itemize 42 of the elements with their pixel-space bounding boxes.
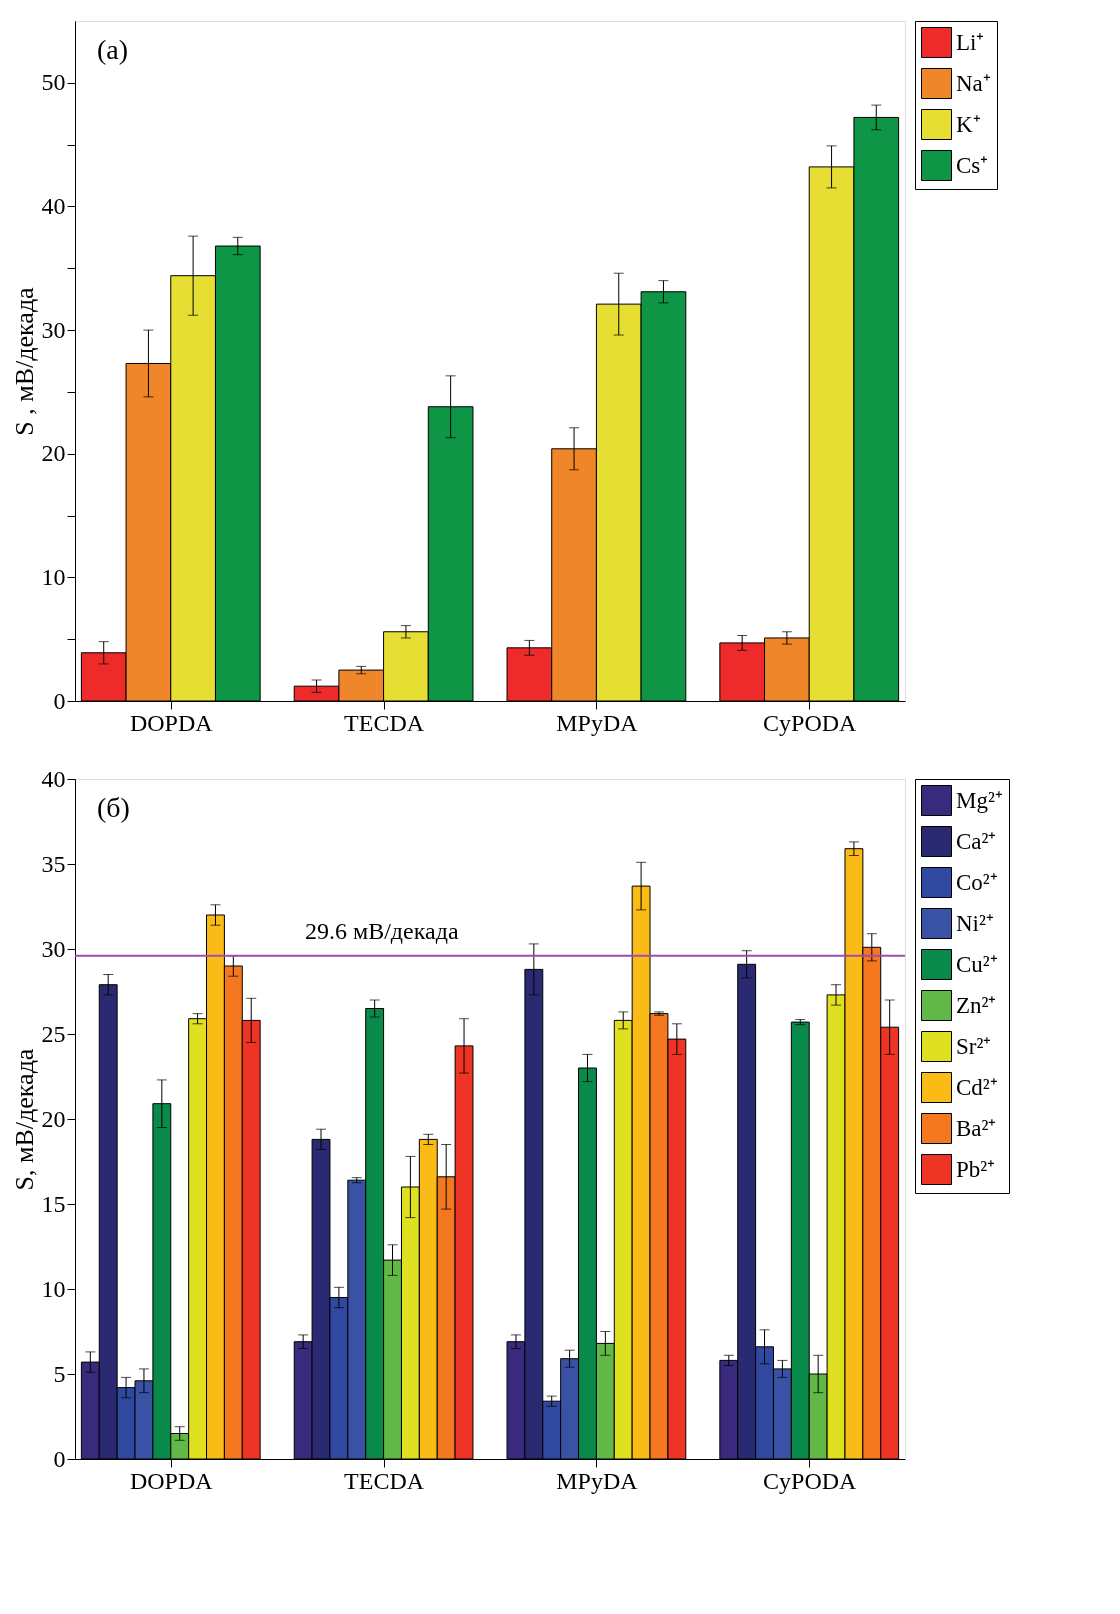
- legend-label: Li⁺: [956, 29, 985, 55]
- legend-label: Ca²⁺: [956, 828, 997, 854]
- y-axis-title: S, мВ/декада: [9, 1048, 39, 1191]
- annotation: (б): [97, 792, 130, 823]
- legend-label: Zn²⁺: [956, 992, 997, 1018]
- x-tick-label: CyPODA: [763, 1467, 858, 1494]
- x-tick-label: DOPDA: [129, 709, 214, 736]
- legend-label: Na⁺: [956, 70, 991, 96]
- y-tick-label: 35: [41, 850, 66, 877]
- x-tick-label: MPyDA: [556, 1467, 639, 1494]
- y-tick-label: 0: [53, 1445, 66, 1472]
- legend-label: Sr²⁺: [956, 1033, 992, 1059]
- y-tick-label: 0: [53, 687, 66, 714]
- y-tick-label: 20: [41, 440, 66, 467]
- legend-label: Cu²⁺: [956, 951, 998, 977]
- legend-label: Mg²⁺: [956, 787, 1003, 813]
- y-tick-label: 40: [41, 765, 66, 792]
- y-tick-label: 30: [41, 316, 66, 343]
- legend-label: Pb²⁺: [956, 1156, 996, 1182]
- x-tick-label: TECDA: [344, 709, 425, 736]
- y-tick-label: 50: [41, 69, 66, 96]
- y-tick-label: 5: [53, 1360, 66, 1387]
- y-tick-label: 15: [41, 1190, 66, 1217]
- legend-label: Ni²⁺: [956, 910, 994, 936]
- y-tick-label: 30: [41, 935, 66, 962]
- legend-label: Co²⁺: [956, 869, 998, 895]
- y-tick-label: 25: [41, 1020, 66, 1047]
- y-tick-label: 40: [41, 192, 66, 219]
- ref-line-label: 29.6 мВ/декада: [305, 917, 459, 944]
- x-tick-label: DOPDA: [129, 1467, 214, 1494]
- y-tick-label: 10: [41, 1275, 66, 1302]
- annotation: (a): [97, 34, 129, 65]
- legend-label: Cs⁺: [956, 152, 989, 178]
- x-tick-label: CyPODA: [763, 709, 858, 736]
- legend-label: K⁺: [956, 111, 981, 137]
- legend-label: Ba²⁺: [956, 1115, 997, 1141]
- y-axis-title: S , мВ/декада: [9, 286, 39, 436]
- legend-label: Cd²⁺: [956, 1074, 998, 1100]
- x-tick-label: TECDA: [344, 1467, 425, 1494]
- y-tick-label: 10: [41, 563, 66, 590]
- y-tick-label: 20: [41, 1105, 66, 1132]
- x-tick-label: MPyDA: [556, 709, 639, 736]
